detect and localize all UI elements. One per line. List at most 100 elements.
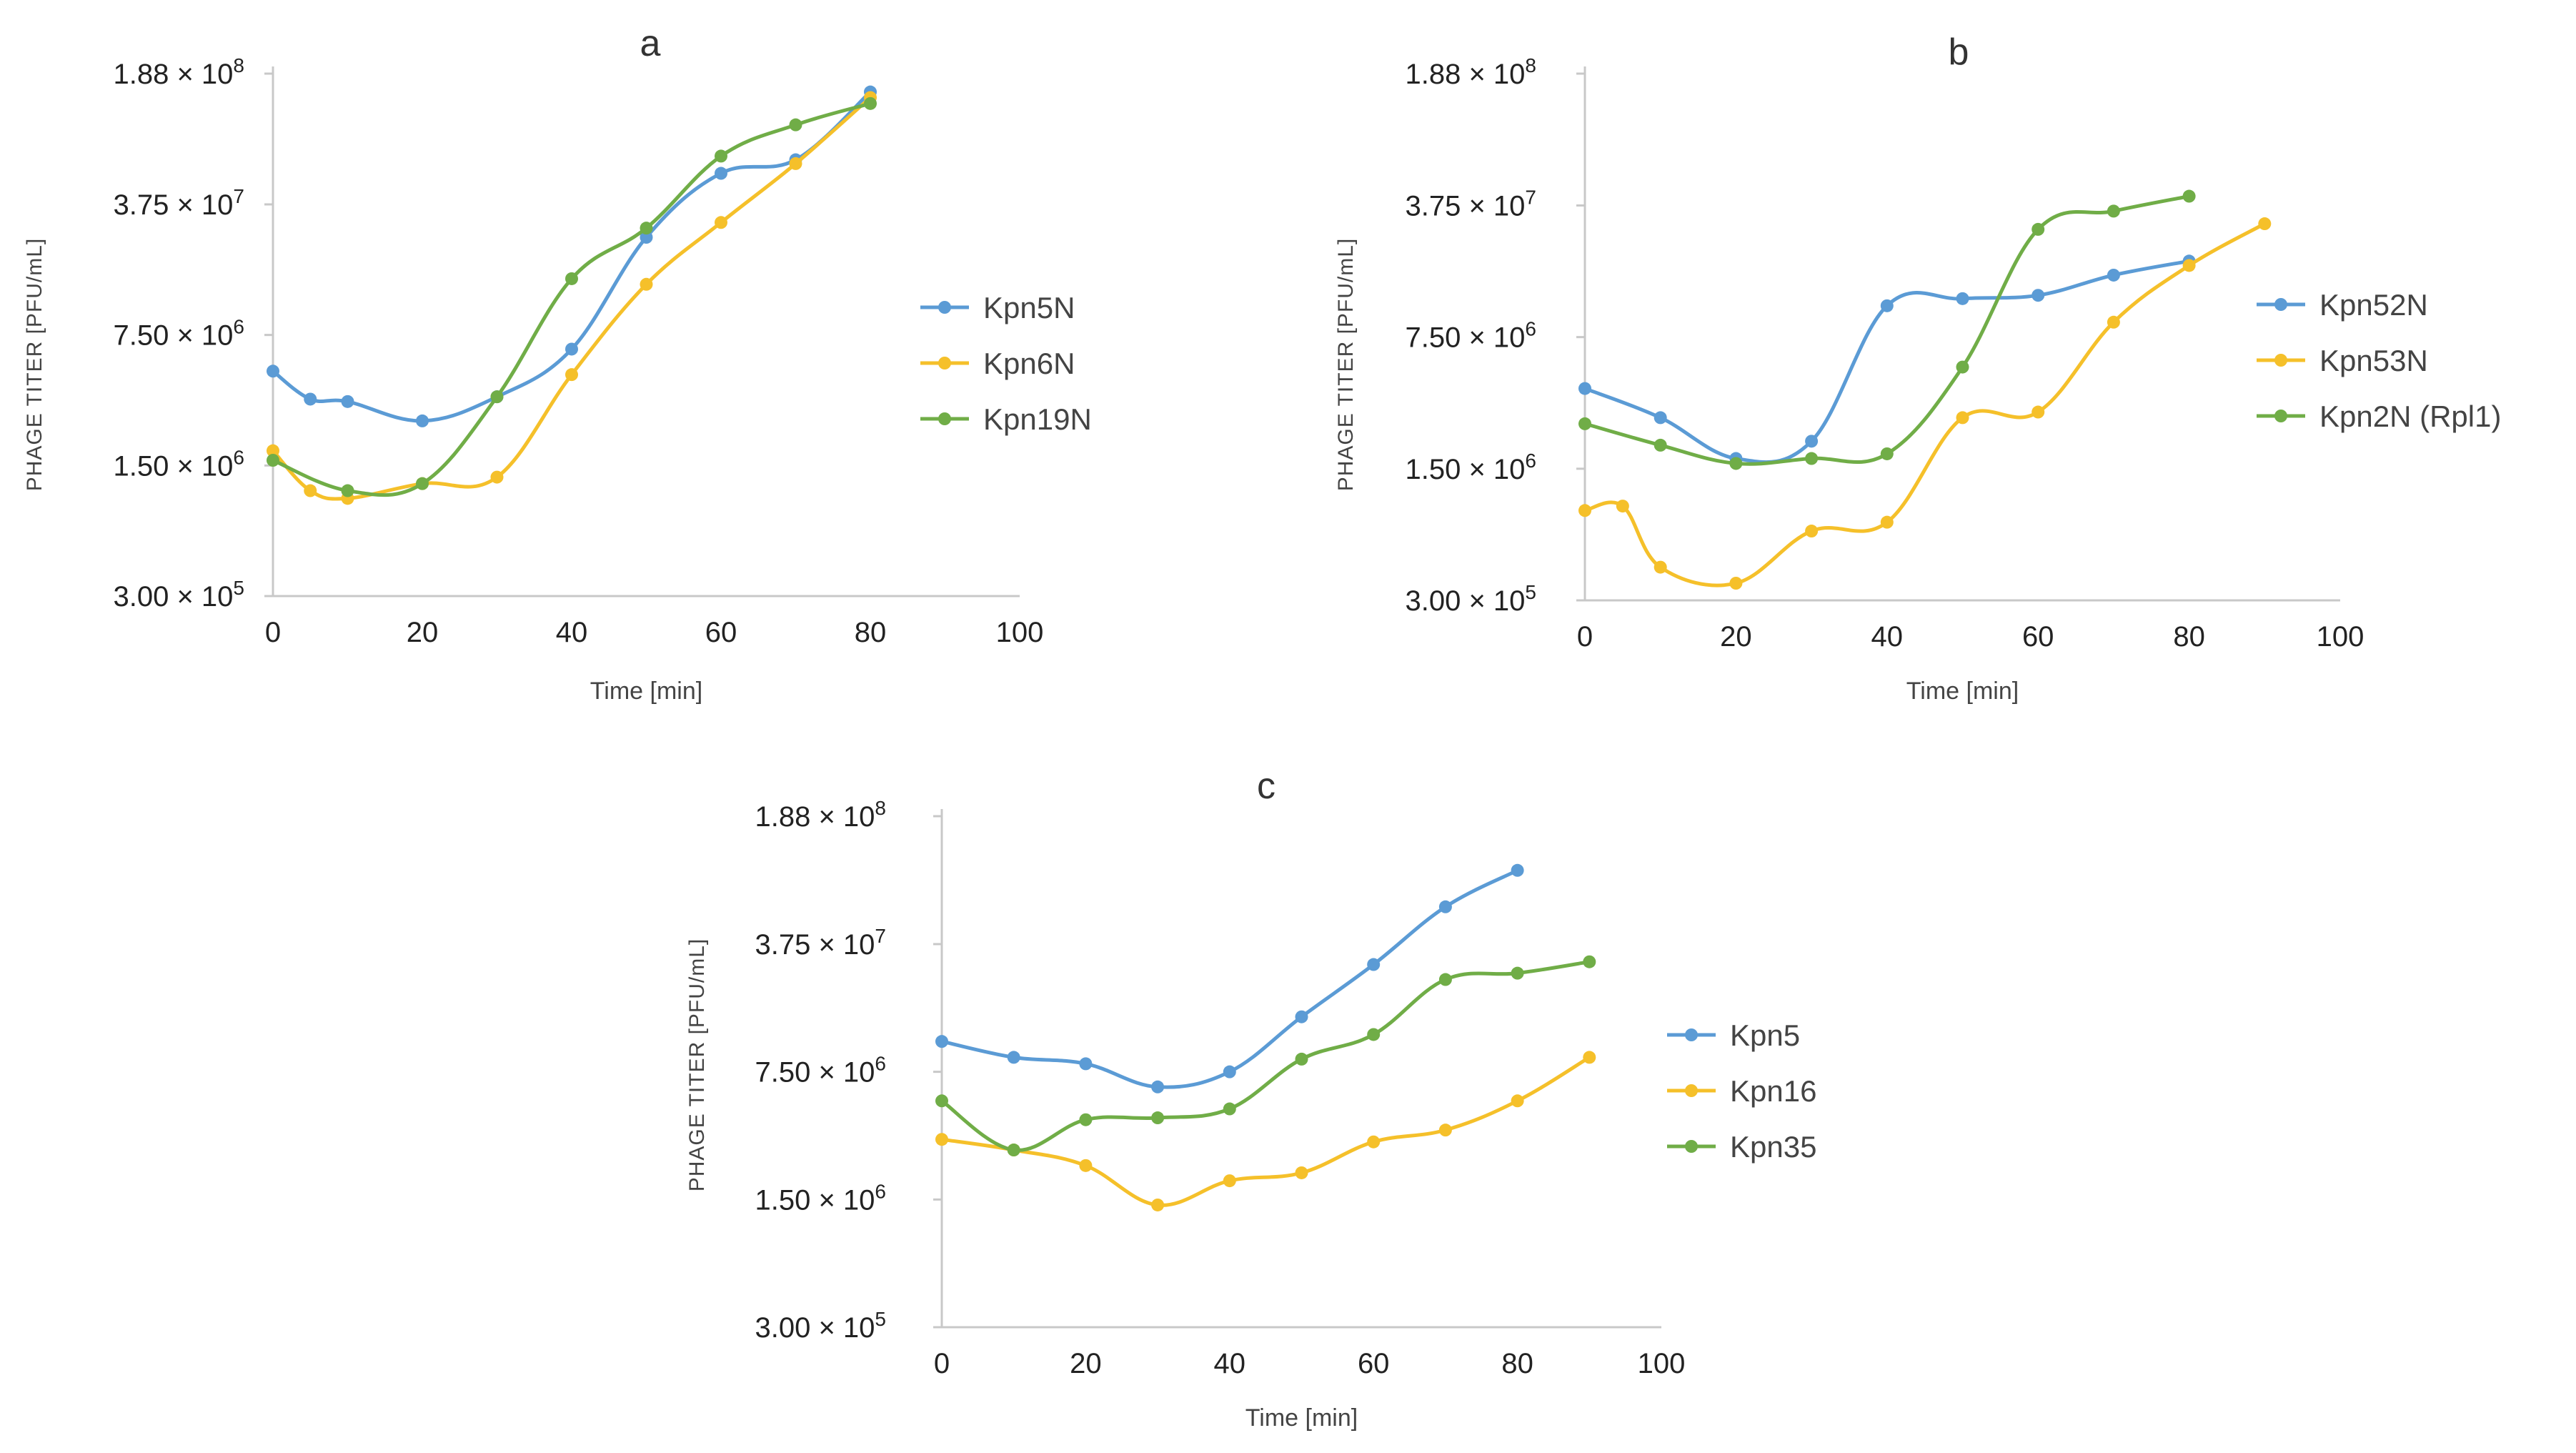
y-tick-label: 3.00 × 105 — [1405, 581, 1536, 617]
data-point — [1511, 1094, 1524, 1108]
y-tick-label: 1.50 × 106 — [1405, 450, 1536, 485]
x-axis-label: Time [min] — [590, 678, 702, 705]
series-kpn19n — [267, 96, 877, 497]
data-point — [2032, 222, 2045, 236]
legend-marker — [1685, 1140, 1698, 1153]
y-tick-label: 1.88 × 108 — [1405, 54, 1536, 90]
data-point — [864, 96, 877, 110]
data-point — [1578, 382, 1591, 395]
x-tick-label: 100 — [1638, 1348, 1686, 1379]
series-line — [272, 101, 871, 497]
x-tick-label: 40 — [556, 617, 588, 648]
data-point — [490, 390, 504, 404]
data-point — [1079, 1159, 1093, 1172]
data-point — [715, 216, 727, 229]
data-point — [565, 272, 578, 285]
data-point — [1079, 1057, 1093, 1071]
data-point — [640, 222, 653, 235]
chart-panel-a: a 1.88 × 108 3.75 × 107 7.50 × 106 1.50 × 10… — [23, 23, 1092, 705]
data-point — [1616, 500, 1629, 513]
y-tick-label: 7.50 × 106 — [755, 1053, 886, 1088]
data-point — [1880, 447, 1894, 460]
series-kpn2n-rpl1- — [1578, 189, 2196, 470]
data-point — [1511, 966, 1524, 980]
data-point — [2107, 204, 2120, 218]
data-point — [1511, 863, 1524, 877]
data-point — [1578, 504, 1591, 517]
y-tick-label: 7.50 × 106 — [1405, 318, 1536, 354]
data-point — [1438, 1124, 1452, 1137]
data-point — [1653, 411, 1667, 425]
data-point — [1805, 435, 1819, 448]
y-tick-label: 3.00 × 105 — [113, 577, 244, 613]
x-tick-label: 40 — [1214, 1348, 1246, 1379]
series-line — [941, 1056, 1591, 1207]
legend-item: Kpn16 — [1667, 1074, 1816, 1108]
legend-marker — [938, 357, 951, 370]
data-point — [1578, 417, 1591, 430]
data-point — [1223, 1065, 1236, 1078]
data-point — [1367, 958, 1381, 971]
data-point — [1653, 560, 1667, 574]
legend-label: Kpn35 — [1730, 1130, 1816, 1164]
data-point — [2107, 315, 2120, 329]
panel-title: a — [640, 23, 661, 64]
legend-item: Kpn53N — [2257, 344, 2428, 377]
series-line — [941, 868, 1518, 1089]
legend-label: Kpn53N — [2319, 344, 2428, 377]
legend-item: Kpn6N — [920, 347, 1075, 380]
y-axis-label: PHAGE TITER [PFU/mL] — [23, 238, 46, 492]
data-point — [490, 470, 504, 484]
data-point — [789, 157, 802, 170]
data-point — [1956, 360, 1969, 374]
y-tick-label: 1.88 × 108 — [755, 797, 886, 833]
data-point — [565, 368, 578, 382]
y-tick-label: 1.88 × 108 — [113, 54, 244, 90]
data-point — [304, 392, 317, 406]
y-tick-label: 3.75 × 107 — [755, 925, 886, 961]
data-point — [1805, 525, 1819, 538]
series-kpn53n — [1578, 217, 2272, 590]
series-kpn35 — [935, 955, 1596, 1157]
x-tick-label: 20 — [1070, 1348, 1102, 1379]
series-line — [1584, 222, 2266, 587]
data-point — [2032, 289, 2045, 302]
data-point — [416, 414, 429, 427]
x-tick-label: 60 — [2022, 621, 2054, 653]
legend-marker — [2274, 410, 2287, 422]
y-tick-label: 3.75 × 107 — [113, 185, 244, 221]
data-point — [1880, 299, 1894, 312]
x-tick-label: 80 — [1501, 1348, 1533, 1379]
panel-title: c — [1257, 765, 1275, 807]
data-point — [1956, 292, 1969, 305]
data-point — [1729, 577, 1743, 590]
y-tick-label: 7.50 × 106 — [113, 316, 244, 352]
data-point — [1367, 1028, 1381, 1041]
data-point — [1729, 457, 1743, 470]
chart-panel-c: c 1.88 × 108 3.75 × 107 7.50 × 106 1.50 × 10… — [685, 765, 1816, 1432]
data-point — [1956, 411, 1969, 425]
y-tick-label: 1.50 × 106 — [755, 1180, 886, 1216]
data-point — [1007, 1051, 1020, 1064]
data-point — [1583, 1051, 1596, 1064]
data-point — [2032, 405, 2045, 419]
series-kpn16 — [935, 1051, 1596, 1211]
y-axis-label: PHAGE TITER [PFU/mL] — [1334, 238, 1358, 492]
legend-item: Kpn5 — [1667, 1018, 1800, 1052]
data-point — [2107, 268, 2120, 282]
legend-marker — [2274, 298, 2287, 311]
legend-item: Kpn19N — [920, 402, 1092, 436]
data-point — [1151, 1080, 1165, 1094]
data-point — [1079, 1113, 1093, 1126]
legend-item: Kpn35 — [1667, 1130, 1816, 1164]
data-point — [2182, 189, 2196, 203]
data-point — [267, 454, 279, 467]
legend-label: Kpn5N — [983, 291, 1075, 324]
data-point — [565, 342, 578, 356]
data-point — [789, 118, 802, 132]
data-point — [935, 1133, 948, 1146]
data-point — [715, 149, 727, 163]
x-tick-label: 80 — [2173, 621, 2205, 653]
y-tick-label: 1.50 × 106 — [113, 446, 244, 482]
data-point — [1151, 1198, 1165, 1211]
